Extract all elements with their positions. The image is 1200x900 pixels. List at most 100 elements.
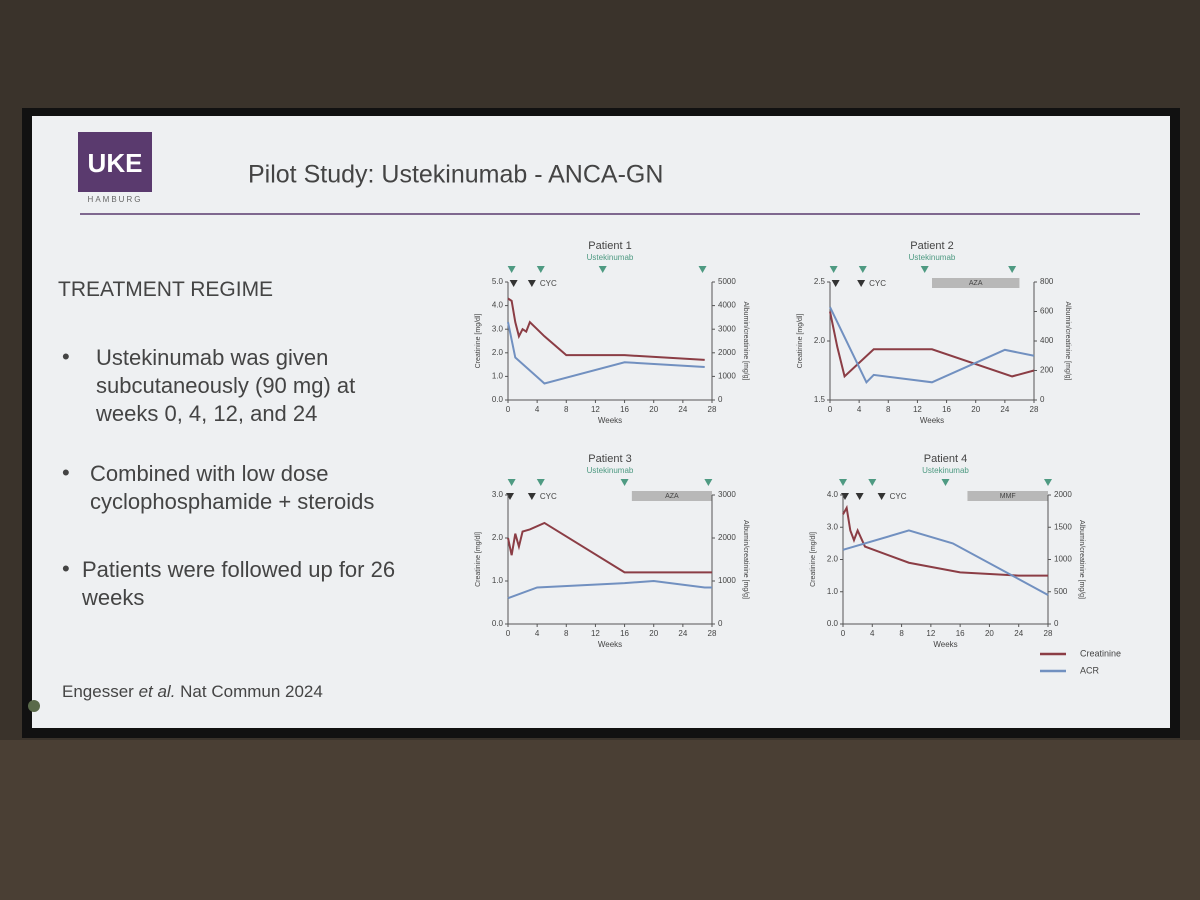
cyc-marker <box>857 280 866 287</box>
ustekinumab-marker <box>868 479 877 486</box>
y2-tick-label: 0 <box>1040 395 1045 404</box>
ustekinumab-marker <box>1008 266 1017 273</box>
y-tick-label: 2.0 <box>827 555 839 564</box>
y-axis-label: Creatinine [mg/dl] <box>475 314 482 369</box>
y-axis-label: Creatinine [mg/dl] <box>810 532 817 587</box>
therapy-label: MMF <box>1000 493 1016 500</box>
y2-tick-label: 3000 <box>718 490 736 499</box>
bullet-mark: • <box>62 556 70 581</box>
ustekinumab-marker <box>598 266 607 273</box>
y2-tick-label: 4000 <box>718 301 736 310</box>
therapy-bar <box>967 491 1048 501</box>
legend-label: Creatinine <box>1080 648 1121 658</box>
logo-sub: HAMBURG <box>88 195 143 204</box>
annotation: Ustekinumab <box>587 253 634 262</box>
therapy-label: AZA <box>665 493 679 500</box>
y-tick-label: 1.0 <box>827 587 839 596</box>
y-tick-label: 1.0 <box>492 372 504 381</box>
citation-authors: Engesser <box>62 682 134 701</box>
y2-tick-label: 500 <box>1054 587 1068 596</box>
y2-tick-label: 0 <box>718 395 723 404</box>
x-tick-label: 12 <box>926 629 935 638</box>
y2-tick-label: 5000 <box>718 277 736 286</box>
x-tick-label: 8 <box>564 405 569 414</box>
x-tick-label: 24 <box>1014 629 1023 638</box>
logo-box <box>78 132 152 192</box>
y2-axis-label: Albumin/creatinine [mg/g] <box>1078 520 1085 599</box>
ustekinumab-marker <box>507 479 516 486</box>
x-tick-label: 12 <box>591 405 600 414</box>
y-tick-label: 3.0 <box>492 324 504 333</box>
x-tick-label: 0 <box>506 629 511 638</box>
x-tick-label: 28 <box>1044 629 1053 638</box>
annotation: Ustekinumab <box>922 466 969 475</box>
ustekinumab-marker <box>858 266 867 273</box>
x-tick-label: 8 <box>899 629 904 638</box>
y-tick-label: 2.0 <box>492 348 504 357</box>
x-axis-label: Weeks <box>933 640 957 649</box>
cyc-label: CYC <box>540 492 557 501</box>
cyc-marker <box>855 493 864 500</box>
y-tick-label: 4.0 <box>827 490 839 499</box>
ustekinumab-marker <box>839 479 847 486</box>
y2-axis-label: Albumin/creatinine [mg/g] <box>1064 302 1071 381</box>
wall <box>0 740 1200 900</box>
slide <box>32 116 1170 728</box>
ustekinumab-marker <box>1044 479 1052 486</box>
ustekinumab-marker <box>704 479 713 486</box>
data-line <box>507 521 712 574</box>
chart-title: Patient 1 <box>588 240 631 252</box>
data-line <box>842 529 1049 596</box>
x-tick-label: 4 <box>535 629 540 638</box>
ustekinumab-marker <box>698 266 707 273</box>
x-tick-label: 12 <box>913 405 922 414</box>
therapy-label: AZA <box>969 280 983 287</box>
x-tick-label: 28 <box>708 629 717 638</box>
cyc-marker <box>527 493 536 500</box>
y2-axis-label: Albumin/creatinine [mg/g] <box>742 302 749 381</box>
data-line <box>829 306 1035 385</box>
cyc-marker <box>877 493 886 500</box>
x-tick-label: 0 <box>828 405 833 414</box>
y-tick-label: 2.0 <box>492 533 504 542</box>
data-line <box>507 321 705 385</box>
y2-tick-label: 1000 <box>718 576 736 585</box>
y2-tick-label: 0 <box>718 619 723 628</box>
chart-title: Patient 4 <box>924 453 967 465</box>
bullet-mark: • <box>62 344 70 369</box>
annotation: Ustekinumab <box>909 253 956 262</box>
bullet: Patients were followed up for 26 weeks <box>82 557 396 610</box>
therapy-bar <box>932 278 1020 288</box>
x-tick-label: 16 <box>942 405 951 414</box>
y-tick-label: 0.0 <box>492 619 504 628</box>
slide-title: Pilot Study: Ustekinumab - ANCA-GN <box>248 161 663 189</box>
y2-axis-label: Albumin/creatinine [mg/g] <box>742 520 749 599</box>
x-tick-label: 4 <box>535 405 540 414</box>
x-tick-label: 20 <box>971 405 980 414</box>
y2-tick-label: 2000 <box>1054 490 1072 499</box>
data-line <box>842 504 1048 577</box>
ustekinumab-marker <box>941 479 950 486</box>
cyc-marker <box>509 280 518 287</box>
y2-tick-label: 3000 <box>718 324 736 333</box>
ustekinumab-marker <box>829 266 838 273</box>
x-axis-label: Weeks <box>598 640 622 649</box>
x-tick-label: 8 <box>886 405 891 414</box>
y2-tick-label: 600 <box>1040 307 1054 316</box>
cyc-label: CYC <box>540 279 557 288</box>
x-tick-label: 24 <box>678 629 687 638</box>
x-tick-label: 8 <box>564 629 569 638</box>
therapy-bar <box>631 491 712 501</box>
y-tick-label: 1.0 <box>492 576 504 585</box>
data-line <box>829 311 1035 379</box>
cyc-marker <box>527 280 536 287</box>
chart-title: Patient 2 <box>910 240 953 252</box>
y-tick-label: 0.0 <box>827 619 839 628</box>
y-tick-label: 5.0 <box>492 277 504 286</box>
citation-source: Nat Commun 2024 <box>180 682 323 701</box>
y2-tick-label: 2000 <box>718 533 736 542</box>
citation: Engesser et al. Nat Commun 2024 <box>62 682 323 702</box>
data-line <box>507 297 705 361</box>
x-tick-label: 20 <box>985 629 994 638</box>
